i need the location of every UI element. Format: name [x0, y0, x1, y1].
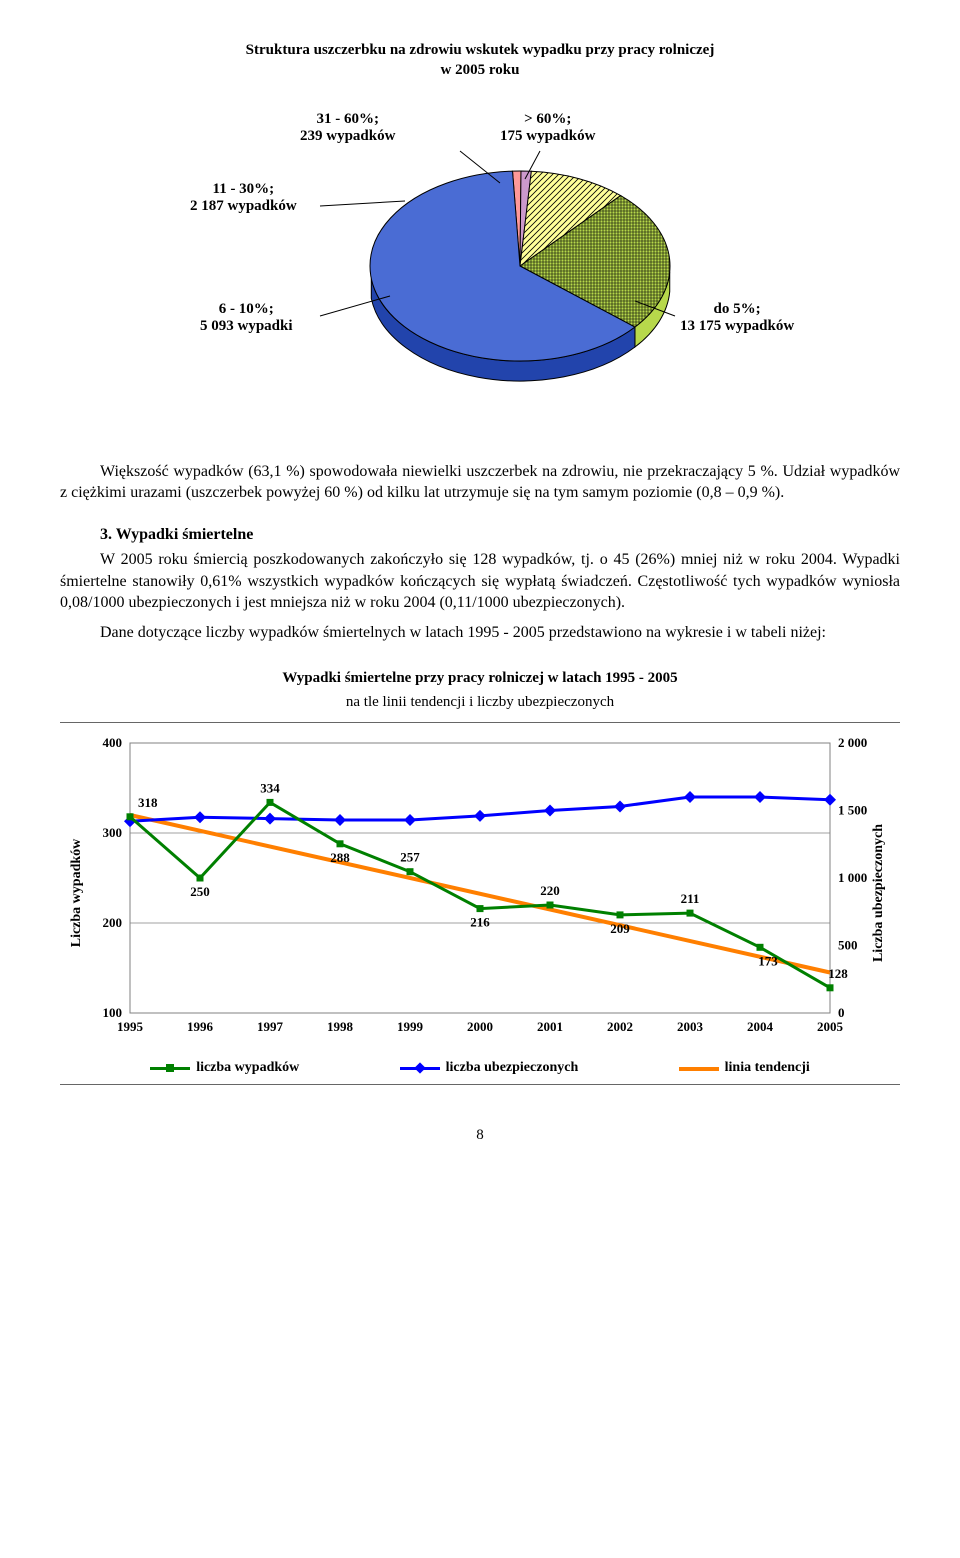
section-3-heading: 3. Wypadki śmiertelne [60, 524, 900, 546]
legend-item-ubezp: liczba ubezpieczonych [400, 1059, 579, 1078]
svg-text:100: 100 [103, 1005, 123, 1020]
svg-text:220: 220 [540, 883, 560, 898]
svg-text:Liczba ubezpieczonych: Liczba ubezpieczonych [871, 824, 886, 962]
svg-text:Liczba wypadków: Liczba wypadków [69, 838, 84, 947]
svg-text:2002: 2002 [607, 1019, 633, 1034]
page-number: 8 [60, 1125, 900, 1145]
pie-chart: 31 - 60%; 239 wypadków > 60%; 175 wypadk… [60, 91, 900, 431]
svg-text:173: 173 [758, 953, 778, 968]
svg-text:2000: 2000 [467, 1019, 493, 1034]
svg-text:216: 216 [470, 915, 490, 930]
svg-text:0: 0 [838, 1005, 845, 1020]
svg-text:1996: 1996 [187, 1019, 214, 1034]
svg-text:211: 211 [681, 891, 700, 906]
pie-label-gt60: > 60%; 175 wypadków [500, 111, 595, 146]
svg-text:500: 500 [838, 938, 858, 953]
paragraph-3: Dane dotyczące liczby wypadków śmierteln… [60, 622, 900, 644]
svg-text:288: 288 [330, 850, 350, 865]
svg-text:257: 257 [400, 850, 420, 865]
paragraph-1: Większość wypadków (63,1 %) spowodowała … [60, 461, 900, 504]
svg-text:1999: 1999 [397, 1019, 424, 1034]
pie-label-6-10: 6 - 10%; 5 093 wypadki [200, 301, 293, 336]
svg-text:400: 400 [103, 735, 123, 750]
svg-text:1998: 1998 [327, 1019, 354, 1034]
svg-text:128: 128 [828, 966, 848, 981]
line-chart: 100 200 300 400 0 500 1 000 1 500 2 000 1995 1996 1… [60, 733, 900, 1053]
svg-text:2001: 2001 [537, 1019, 563, 1034]
pie-label-31-60: 31 - 60%; 239 wypadków [300, 111, 395, 146]
line-chart-subtitle: na tle linii tendencji i liczby ubezpiec… [60, 692, 900, 712]
pie-chart-title: Struktura uszczerbku na zdrowiu wskutek … [60, 40, 900, 81]
svg-text:334: 334 [260, 781, 280, 796]
svg-text:300: 300 [103, 825, 123, 840]
svg-text:318: 318 [138, 795, 158, 810]
svg-text:250: 250 [190, 884, 210, 899]
line-chart-title: Wypadki śmiertelne przy pracy rolniczej … [60, 668, 900, 688]
svg-text:2005: 2005 [817, 1019, 844, 1034]
svg-text:2003: 2003 [677, 1019, 704, 1034]
legend: liczba wypadków liczba ubezpieczonych li… [60, 1053, 900, 1078]
paragraph-2: W 2005 roku śmiercią poszkodowanych zako… [60, 549, 900, 614]
svg-text:1 000: 1 000 [838, 870, 867, 885]
pie-label-do5: do 5%; 13 175 wypadków [680, 301, 794, 336]
svg-text:200: 200 [103, 915, 123, 930]
svg-text:209: 209 [610, 921, 630, 936]
pie-title-line1: Struktura uszczerbku na zdrowiu wskutek … [246, 42, 715, 58]
svg-text:2004: 2004 [747, 1019, 774, 1034]
legend-item-wypadki: liczba wypadków [150, 1059, 299, 1078]
svg-text:2 000: 2 000 [838, 735, 867, 750]
pie-title-line2: w 2005 roku [441, 62, 520, 78]
svg-text:1997: 1997 [257, 1019, 284, 1034]
pie-label-11-30: 11 - 30%; 2 187 wypadków [190, 181, 297, 216]
svg-text:1995: 1995 [117, 1019, 144, 1034]
svg-text:1 500: 1 500 [838, 803, 867, 818]
legend-item-trend: linia tendencji [679, 1059, 810, 1078]
line-chart-container: 100 200 300 400 0 500 1 000 1 500 2 000 1995 1996 1… [60, 722, 900, 1085]
